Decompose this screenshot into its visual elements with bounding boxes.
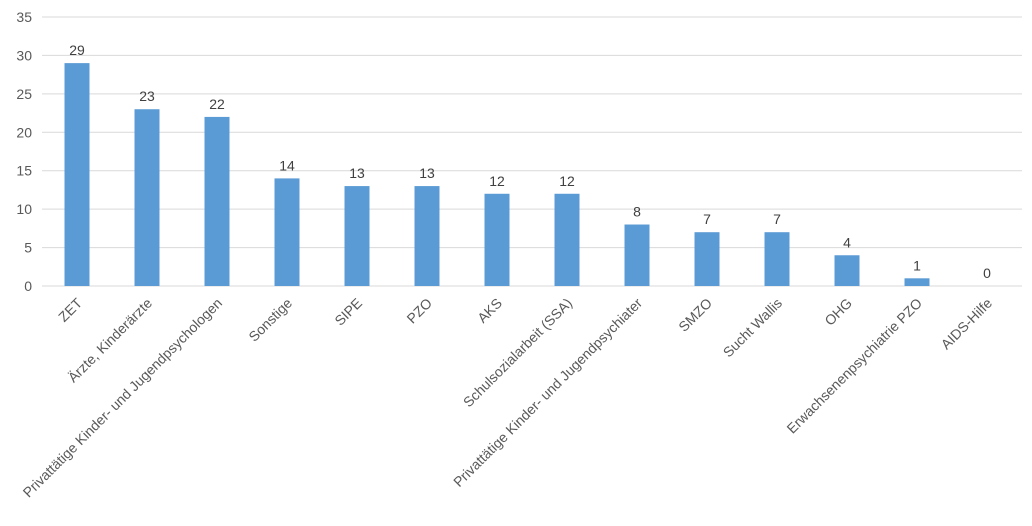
value-label: 1: [913, 257, 921, 273]
value-label: 4: [843, 234, 851, 250]
y-tick-label: 5: [24, 240, 32, 256]
value-label: 7: [773, 211, 781, 227]
x-tick-label: SIPE: [331, 295, 365, 329]
y-tick-label: 30: [16, 47, 32, 63]
bar: [694, 232, 720, 286]
bar: [764, 232, 790, 286]
value-label: 13: [349, 165, 365, 181]
x-tick-label: Erwachsenenpsychiatrie PZO: [783, 295, 925, 437]
bar: [64, 63, 90, 286]
x-tick-label: Sucht Wallis: [720, 295, 785, 360]
x-tick-label: PZO: [403, 295, 435, 327]
value-label: 12: [489, 173, 505, 189]
bar: [134, 109, 160, 286]
value-label: 0: [983, 265, 991, 281]
x-tick-label: SMZO: [675, 295, 715, 335]
value-label: 23: [139, 88, 155, 104]
y-tick-label: 15: [16, 163, 32, 179]
bar: [414, 186, 440, 286]
bar: [624, 224, 650, 286]
bar: [204, 116, 230, 287]
x-tick-label: AKS: [474, 295, 505, 326]
bar: [904, 278, 930, 286]
y-tick-label: 0: [24, 278, 32, 294]
value-label: 8: [633, 204, 641, 220]
value-label: 29: [69, 42, 85, 58]
y-tick-label: 20: [16, 124, 32, 140]
y-tick-label: 35: [16, 9, 32, 25]
x-tick-label: Sonstige: [245, 295, 295, 345]
value-label: 22: [209, 96, 225, 112]
y-tick-label: 10: [16, 201, 32, 217]
value-label: 13: [419, 165, 435, 181]
x-tick-label: ZET: [55, 294, 85, 324]
bar: [834, 255, 860, 286]
bar: [484, 193, 510, 286]
x-tick-label: AIDS-Hilfe: [938, 295, 996, 353]
bar: [274, 178, 300, 286]
bar: [554, 193, 580, 286]
value-label: 12: [559, 173, 575, 189]
bar: [344, 186, 370, 286]
y-tick-label: 25: [16, 86, 32, 102]
value-label: 7: [703, 211, 711, 227]
x-tick-label: OHG: [821, 295, 855, 329]
value-label: 14: [279, 157, 295, 173]
